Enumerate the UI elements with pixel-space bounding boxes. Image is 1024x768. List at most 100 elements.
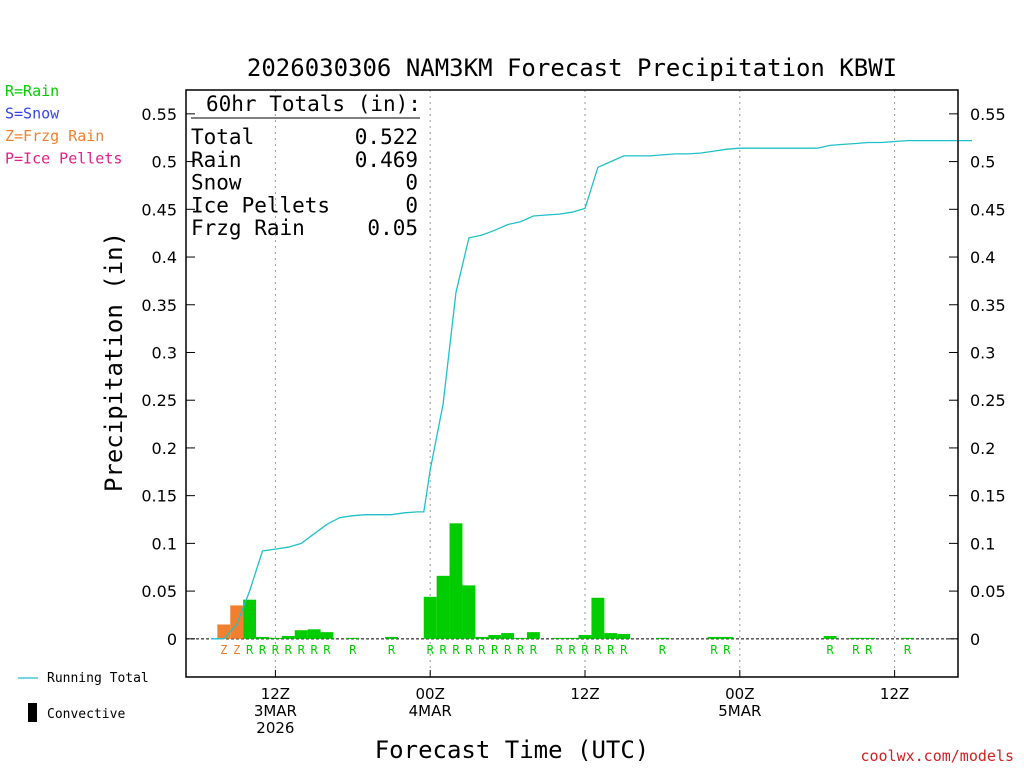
watermark-text: coolwx.com/models xyxy=(860,747,1014,765)
convective-legend-label: Convective xyxy=(47,707,125,722)
precip-bar xyxy=(281,635,295,639)
ptype-label: R xyxy=(439,643,447,657)
totals-row-label: Rain xyxy=(191,148,242,172)
precip-bar xyxy=(436,575,450,639)
totals-row-value: 0.522 xyxy=(355,125,418,149)
ptype-label: R xyxy=(530,643,538,657)
ptype-label: R xyxy=(556,643,564,657)
ptype-label: R xyxy=(478,643,486,657)
ptype-label: R xyxy=(723,643,731,657)
ptype-label: R xyxy=(427,643,435,657)
legend-entry: Z=Frzg Rain xyxy=(5,127,104,145)
precip-bar xyxy=(307,629,321,639)
precip-bar xyxy=(488,635,502,639)
precip-bar xyxy=(707,636,721,639)
y-tick-label-right: 0.45 xyxy=(970,200,1006,219)
y-tick-label-left: 0.45 xyxy=(141,200,177,219)
y-tick-label-left: 0.3 xyxy=(152,343,177,362)
y-tick-label-left: 0.25 xyxy=(141,391,177,410)
ptype-label: R xyxy=(298,643,306,657)
x-tick-label: 00Z xyxy=(725,685,754,703)
bottom-legend: Running Total Convective xyxy=(18,671,149,722)
y-tick-label-left: 0.5 xyxy=(152,153,177,172)
totals-row-label: Ice Pellets xyxy=(191,193,330,217)
precip-bar xyxy=(230,605,244,639)
ptype-label: R xyxy=(865,643,873,657)
ptype-label: R xyxy=(465,643,473,657)
y-tick-label-right: 0.2 xyxy=(970,439,995,458)
x-tick-label: 00Z xyxy=(416,685,445,703)
totals-row-label: Snow xyxy=(191,171,242,195)
y-tick-label-left: 0.2 xyxy=(152,439,177,458)
precip-bar xyxy=(320,632,334,639)
ptype-label: R xyxy=(491,643,499,657)
legend-entry: R=Rain xyxy=(5,82,59,100)
precip-bar xyxy=(526,632,540,639)
ptype-label: R xyxy=(246,643,254,657)
y-tick-label-left: 0.1 xyxy=(152,534,177,553)
x-tick-label: 4MAR xyxy=(409,702,452,720)
ptype-label: R xyxy=(594,643,602,657)
precip-bar xyxy=(243,599,257,639)
running-total-legend-label: Running Total xyxy=(47,671,149,686)
running-total-line xyxy=(210,139,972,640)
x-tick-label: 12Z xyxy=(261,685,290,703)
precip-bar xyxy=(552,637,566,639)
y-axis-label: Precipitation (in) xyxy=(100,232,128,492)
ptype-label: Z xyxy=(220,643,227,657)
precip-bar xyxy=(823,635,837,639)
totals-header: 60hr Totals (in): xyxy=(206,92,421,116)
ptype-label: R xyxy=(826,643,834,657)
x-tick-label: 12Z xyxy=(570,685,599,703)
ptype-label: R xyxy=(272,643,280,657)
precip-bar xyxy=(385,636,398,639)
ptype-label: R xyxy=(581,643,589,657)
ptype-label: R xyxy=(620,643,628,657)
ptype-label: R xyxy=(323,643,331,657)
ptype-label: R xyxy=(310,643,318,657)
ptype-label: R xyxy=(452,643,460,657)
y-tick-label-left: 0.05 xyxy=(141,582,177,601)
ptype-label: R xyxy=(349,643,357,657)
x-axis-label: Forecast Time (UTC) xyxy=(375,736,650,764)
chart-title: 2026030306 NAM3KM Forecast Precipitation… xyxy=(247,54,897,82)
precip-bar xyxy=(475,636,489,639)
y-tick-label-right: 0.15 xyxy=(970,487,1006,506)
y-tick-label-right: 0.5 xyxy=(970,153,995,172)
legend-entry: P=Ice Pellets xyxy=(5,150,122,168)
ptype-label: R xyxy=(659,643,667,657)
ptype-label: R xyxy=(710,643,718,657)
ptype-label: R xyxy=(904,643,912,657)
y-tick-label-left: 0.4 xyxy=(152,248,177,267)
precip-bar xyxy=(604,633,618,639)
precip-bar xyxy=(591,597,605,639)
precip-bar xyxy=(294,630,308,639)
y-tick-label-left: 0 xyxy=(167,630,177,649)
y-tick-label-left: 0.55 xyxy=(141,105,177,124)
y-tick-label-right: 0.1 xyxy=(970,534,995,553)
precip-bar xyxy=(346,637,360,639)
x-tick-label: 2026 xyxy=(256,719,294,737)
y-tick-label-right: 0 xyxy=(970,630,980,649)
x-tick-label: 12Z xyxy=(880,685,909,703)
convective-legend-swatch xyxy=(28,703,37,722)
totals-row-label: Frzg Rain xyxy=(191,216,305,240)
precip-bar xyxy=(862,637,876,639)
precip-bar xyxy=(423,596,437,639)
ptype-label: R xyxy=(607,643,615,657)
y-tick-label-left: 0.35 xyxy=(141,296,177,315)
precip-bar xyxy=(256,636,269,639)
precip-bar xyxy=(578,635,592,639)
totals-box: 60hr Totals (in): Total 0.522 Rain 0.469 Snow… xyxy=(191,92,421,240)
ptype-label: R xyxy=(504,643,512,657)
x-tick-label: 5MAR xyxy=(718,702,761,720)
totals-row-value: 0.469 xyxy=(355,148,418,172)
precip-bar xyxy=(720,636,734,639)
precip-bar xyxy=(901,637,914,639)
totals-row-value: 0 xyxy=(405,171,418,195)
totals-row-label: Total xyxy=(191,125,254,149)
y-tick-label-right: 0.25 xyxy=(970,391,1006,410)
y-tick-label-right: 0.35 xyxy=(970,296,1006,315)
plot-frame xyxy=(185,89,959,678)
